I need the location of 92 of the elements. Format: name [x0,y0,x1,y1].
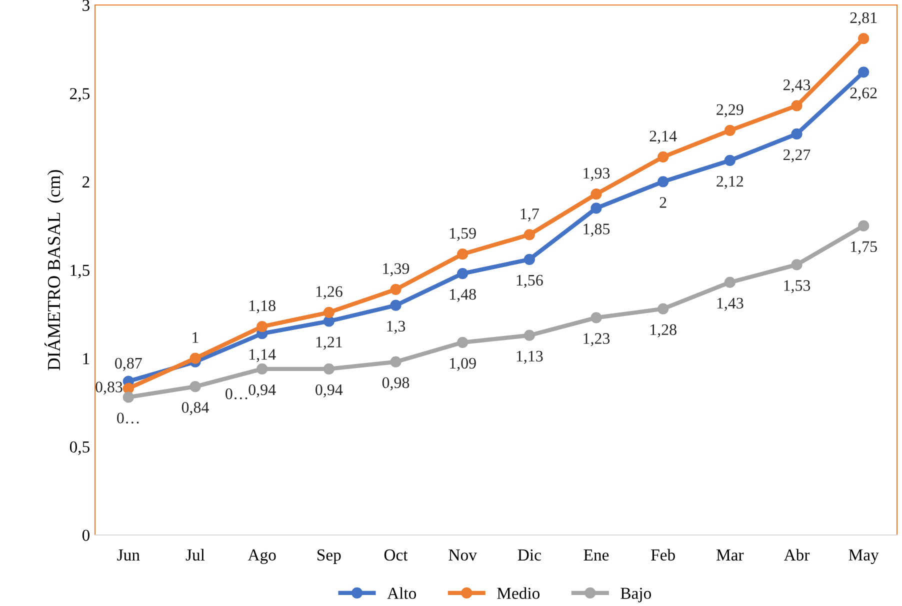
data-label: 1,28 [650,324,676,338]
point [457,268,468,280]
y-tick-label: 0,5 [70,441,90,456]
point [122,382,134,394]
data-label: 2,62 [850,88,877,101]
data-label: 0,94 [316,384,343,398]
point [658,176,669,188]
data-label: 1,75 [851,241,877,254]
data-label: 1 [192,332,198,343]
point [791,100,802,112]
data-label: 1,14 [250,349,276,362]
point [390,284,402,295]
y-tick-label: 0 [82,530,90,541]
point [858,220,870,232]
data-label: 1,93 [584,168,610,181]
x-tick-label: Ene [584,550,609,561]
point [658,151,669,162]
x-tick-label: Nov [448,550,477,561]
data-label: 2,12 [716,176,744,189]
x-tick-label: Feb [651,548,675,561]
y-tick-label: 2,5 [70,88,90,102]
data-label: 1,26 [316,286,342,300]
data-label: 1,53 [784,280,810,294]
data-label: 1,85 [584,224,610,237]
data-label: 0… [117,412,139,424]
data-label: 0,94 [248,384,276,398]
point [524,229,535,240]
data-label: 1,09 [450,358,476,371]
point [323,363,334,374]
point [724,124,736,136]
point [590,312,602,324]
point [524,330,535,341]
data-label: 1,23 [584,333,610,346]
data-label: 1,39 [383,263,410,276]
y-tick-label: 1,5 [70,264,90,278]
point [590,202,602,214]
point [724,276,736,288]
x-tick-label: Sep [318,549,341,564]
data-label: 2,29 [716,104,744,118]
x-tick-label: Jul [186,548,205,561]
data-label: 1,7 [520,208,539,222]
point [323,316,334,327]
y-tick-label: 3 [82,0,90,11]
x-tick-label: Oct [384,549,408,561]
data-label: 1,48 [450,288,476,302]
legend-label: Bajo [620,588,652,602]
x-tick-label: Ago [248,549,276,564]
point [122,392,134,403]
data-label: 0,87 [115,358,142,371]
point [457,248,468,260]
data-label: 2,27 [783,149,810,162]
point [190,352,201,364]
y-tick-label: 1 [83,353,90,364]
point [858,66,870,78]
data-label: 1,3 [387,320,406,334]
point [791,259,802,270]
point [791,128,802,140]
point [524,254,535,265]
data-label: 0,83 [96,382,122,395]
data-label: 1,59 [450,228,476,241]
data-label: 0,84 [182,402,209,416]
data-label: 2,43 [783,80,810,93]
point [190,381,201,392]
data-label: 2,14 [650,130,677,144]
data-label: 1,18 [250,300,276,314]
data-label: 0… [226,388,248,400]
point [858,33,870,44]
point [390,356,402,368]
legend-label: Medio [497,587,540,599]
data-label: 1,21 [316,336,342,350]
point [256,320,268,332]
y-tick-label: 2 [82,176,90,188]
point [457,336,468,348]
data-label: 1,13 [516,350,543,364]
y-axis-title: DIÁMETRO BASAL (cm) [44,170,64,370]
x-tick-label: Abr [784,548,810,561]
x-tick-label: May [848,549,879,564]
point [590,188,602,200]
legend-label: Alto [387,587,416,599]
point [256,363,268,374]
point [658,303,669,314]
data-label: 2,81 [850,12,877,26]
data-label: 0,98 [382,377,410,390]
data-label: 1,56 [516,274,543,288]
data-label: 2 [660,197,666,208]
point [390,300,402,311]
point [323,306,334,318]
x-tick-label: Dic [518,549,541,561]
x-tick-label: Jun [117,550,140,561]
point [724,154,736,166]
data-label: 1,43 [717,298,744,311]
x-tick-label: Mar [716,550,744,561]
